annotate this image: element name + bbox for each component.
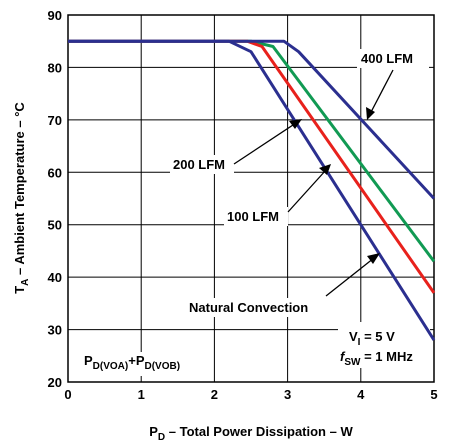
annotation-arrows <box>233 69 394 297</box>
condition-fsw-sub: SW <box>344 357 361 368</box>
x-axis-title-main: P <box>149 424 158 439</box>
label-box-400lfm <box>357 49 429 68</box>
grid <box>68 15 434 382</box>
y-axis-title-rest: – Ambient Temperature – °C <box>12 102 27 279</box>
x-axis-title-sub: D <box>158 432 165 442</box>
x-tick-label: 3 <box>284 387 291 402</box>
label-400lfm: 400 LFM <box>361 51 413 66</box>
y-tick-label: 30 <box>48 323 62 338</box>
condition-pd-sum: PD(VOA)+PD(VOB) <box>84 353 180 372</box>
condition-pd-p1: P <box>84 353 93 368</box>
y-axis-title-main: T <box>12 286 27 294</box>
y-axis-title: TA – Ambient Temperature – °C <box>12 102 31 294</box>
y-tick-label: 40 <box>48 270 62 285</box>
y-tick-label: 60 <box>48 165 62 180</box>
label-box-natural <box>186 298 326 317</box>
y-tick-label: 70 <box>48 113 62 128</box>
plot-area <box>67 14 435 383</box>
label-box-200lfm <box>170 155 234 174</box>
condition-fsw-rest: = 1 MHz <box>360 349 413 364</box>
condition-pd-s2: D(VOB) <box>145 361 181 372</box>
series-line-400-lfm <box>68 39 436 200</box>
y-tick-label: 80 <box>48 60 62 75</box>
y-tick-label: 50 <box>48 218 62 233</box>
condition-pd-s1: D(VOA) <box>93 361 129 372</box>
arrow-200lfm <box>233 122 297 165</box>
x-tick-labels: 0 1 2 3 4 5 <box>64 387 437 402</box>
x-tick-label: 0 <box>64 387 71 402</box>
x-tick-label: 5 <box>430 387 437 402</box>
annotation-arrowheads <box>289 107 380 264</box>
condition-fsw: fSW = 1 MHz <box>340 349 413 368</box>
y-tick-label: 20 <box>48 375 62 390</box>
arrow-100lfm <box>287 169 327 213</box>
condition-vi-sub: I <box>358 337 361 348</box>
y-axis-title-sub: A <box>20 279 31 286</box>
label-box-conditions <box>338 322 430 368</box>
label-200lfm: 200 LFM <box>173 157 225 172</box>
condition-fsw-main: f <box>340 349 346 364</box>
label-natural-convection: Natural Convection <box>189 300 308 315</box>
condition-pd-plus: +P <box>128 353 145 368</box>
condition-vi: VI = 5 V <box>349 329 395 348</box>
label-box-100lfm <box>224 207 288 226</box>
arrowhead-400lfm <box>366 107 375 120</box>
series-group <box>68 39 436 341</box>
x-axis-title-rest: – Total Power Dissipation – W <box>165 424 353 439</box>
label-100lfm: 100 LFM <box>227 209 279 224</box>
x-tick-label: 1 <box>138 387 145 402</box>
x-tick-label: 2 <box>211 387 218 402</box>
y-tick-labels: 20 30 40 50 60 70 80 90 <box>48 8 62 390</box>
arrowhead-natural <box>367 253 380 264</box>
arrow-natural <box>325 257 375 297</box>
condition-vi-main: V <box>349 329 358 344</box>
label-box-pd <box>80 352 210 376</box>
arrow-400lfm <box>369 69 394 115</box>
y-tick-label: 90 <box>48 8 62 23</box>
condition-vi-rest: = 5 V <box>360 329 395 344</box>
arrowhead-100lfm <box>319 164 331 175</box>
arrowhead-200lfm <box>289 119 302 129</box>
x-axis-title: PD – Total Power Dissipation – W <box>149 424 353 442</box>
x-tick-label: 4 <box>357 387 365 402</box>
